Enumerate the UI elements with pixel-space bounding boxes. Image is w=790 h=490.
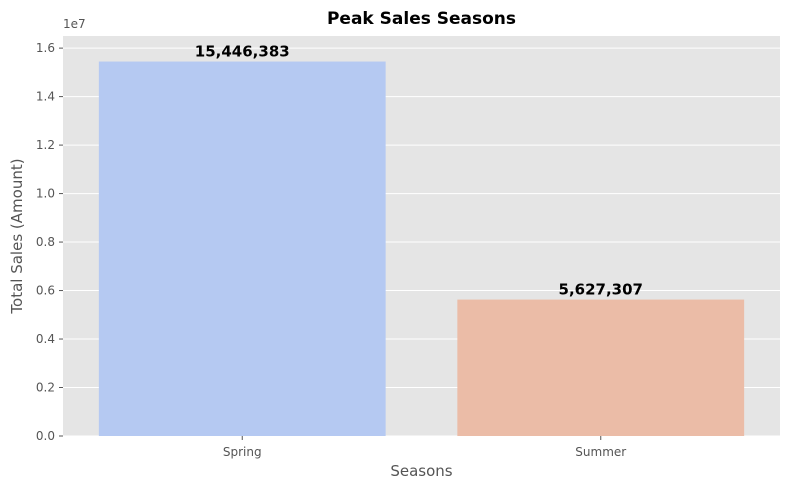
x-tick-label-summer: Summer [575, 445, 626, 459]
bar-spring [98, 61, 386, 436]
y-tick-label: 1.6 [36, 41, 55, 55]
chart-title: Peak Sales Seasons [327, 9, 516, 29]
bar-summer [457, 299, 745, 436]
y-tick-label: 0.4 [36, 332, 55, 346]
y-axis-offset-label: 1e7 [63, 17, 86, 31]
y-tick-label: 0.0 [36, 429, 55, 443]
y-tick-label: 1.4 [36, 90, 55, 104]
data-label-spring: 15,446,383 [195, 43, 290, 61]
y-tick-label: 0.2 [36, 381, 55, 395]
x-tick-label-spring: Spring [223, 445, 262, 459]
y-tick-label: 0.8 [36, 235, 55, 249]
y-tick-label: 1.0 [36, 187, 55, 201]
data-labels-group: 15,446,383 5,627,307 [195, 43, 643, 299]
y-axis-label: Total Sales (Amount) [8, 158, 26, 314]
x-axis-ticks: Spring Summer [223, 436, 626, 459]
y-tick-label: 1.2 [36, 138, 55, 152]
y-tick-label: 0.6 [36, 284, 55, 298]
x-axis-label: Seasons [390, 462, 452, 480]
y-axis-ticks: 0.0 0.2 0.4 0.6 0.8 1.0 1.2 1.4 1.6 [36, 41, 63, 443]
bars-group [98, 61, 745, 436]
data-label-summer: 5,627,307 [559, 281, 643, 299]
